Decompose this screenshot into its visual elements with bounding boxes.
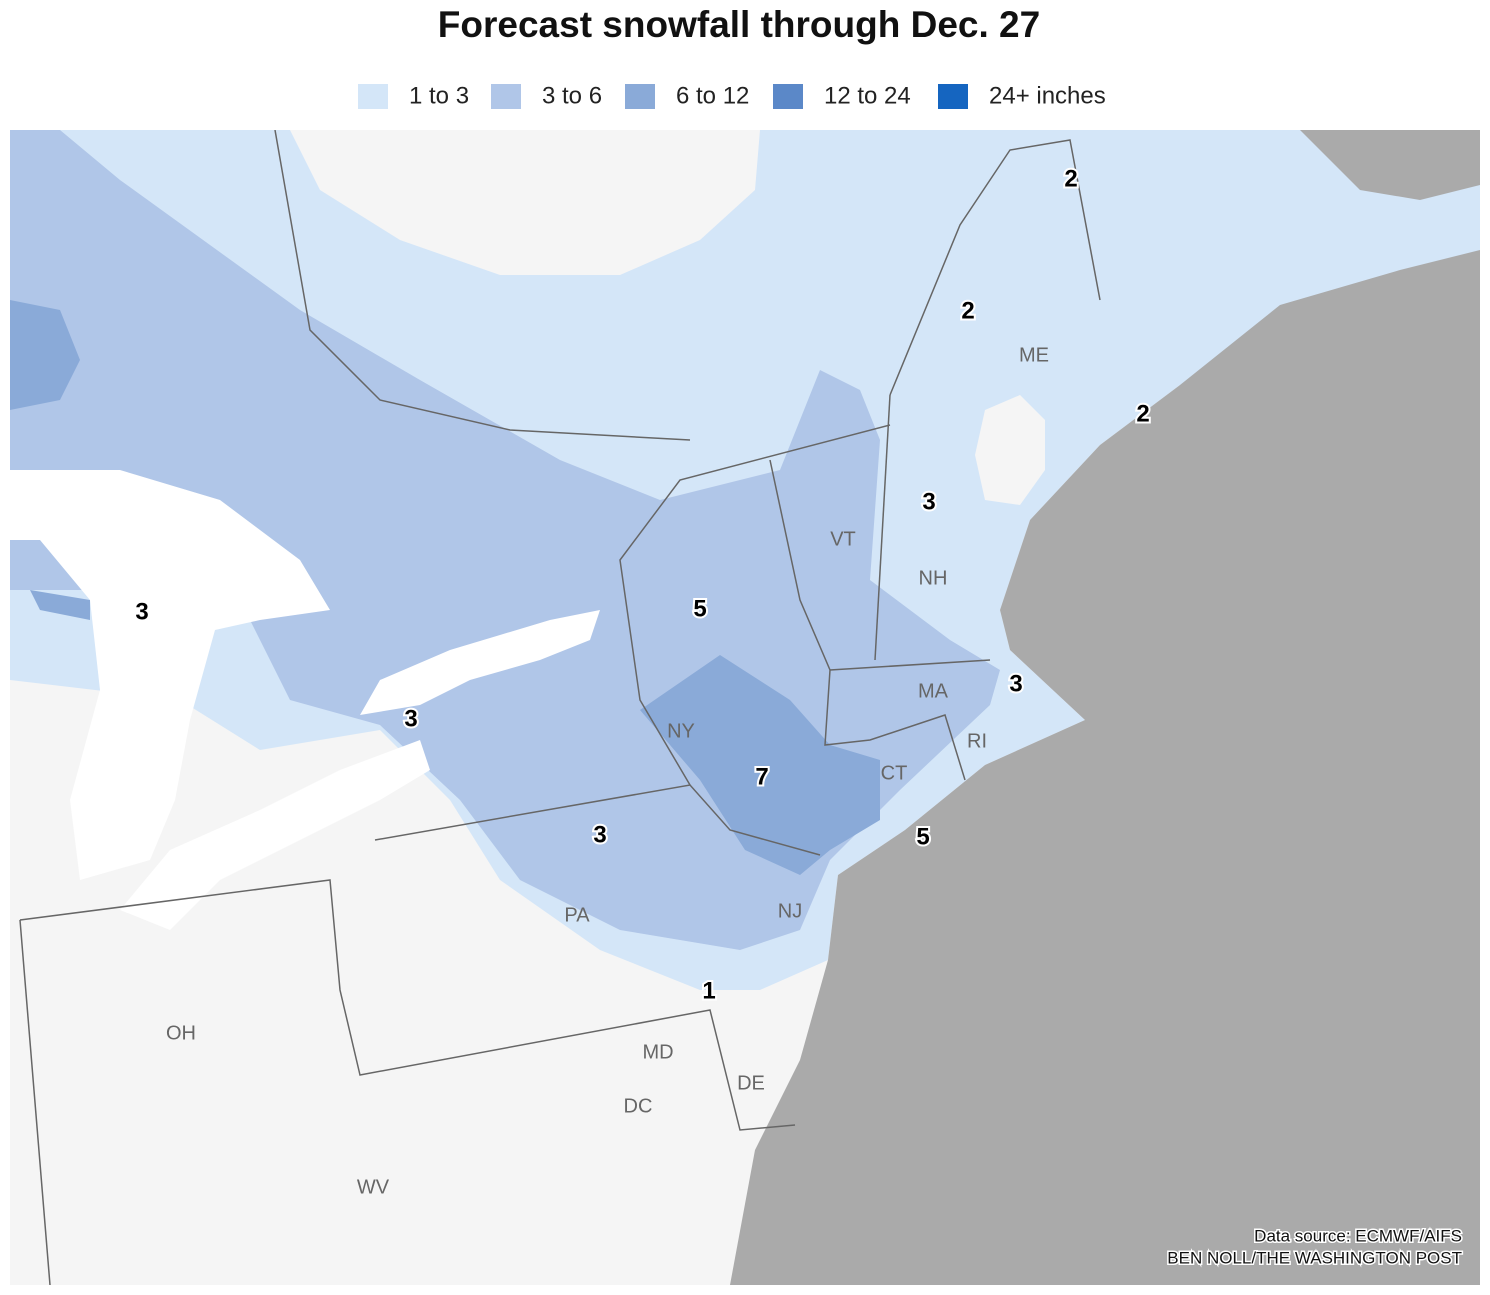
snowfall-label: 1	[702, 977, 715, 1004]
state-label: ME	[1019, 344, 1049, 366]
state-border	[769, 459, 966, 781]
legend-swatch	[625, 84, 655, 109]
state-label: NY	[667, 720, 695, 742]
state-label: MD	[642, 1041, 673, 1063]
state-border	[19, 879, 796, 1131]
state-label: OH	[166, 1022, 196, 1044]
state-label: DC	[624, 1095, 653, 1117]
legend-label: 12 to 24	[824, 82, 911, 109]
snow-area	[640, 655, 880, 875]
snowfall-label: 5	[916, 823, 929, 850]
snowfall-label: 3	[135, 598, 148, 625]
state-border	[274, 130, 691, 441]
credit: BEN NOLL/THE WASHINGTON POST	[1167, 1248, 1462, 1267]
snowfall-label: 3	[404, 705, 417, 732]
state-border	[374, 784, 821, 856]
snow-area	[10, 300, 80, 410]
legend: 1 to 3 3 to 6 6 to 12 12 to 24 24+ inches	[358, 82, 1106, 109]
state-label: DE	[737, 1072, 765, 1094]
state-label: NJ	[778, 900, 802, 922]
state-label: CT	[881, 762, 908, 784]
legend-swatch	[358, 84, 388, 109]
state-label: NH	[919, 567, 948, 589]
lake	[360, 610, 600, 715]
snowfall-label: 2	[1064, 165, 1077, 192]
snowfall-label: 3	[1009, 670, 1022, 697]
state-label: RI	[967, 730, 987, 752]
snowfall-label: 3	[922, 488, 935, 515]
no-snow-area	[290, 130, 760, 275]
source: Data source: ECMWF/AIFS	[1254, 1226, 1462, 1245]
snowfall-label: 3	[593, 821, 606, 848]
legend-swatch	[491, 84, 521, 109]
state-border	[619, 424, 891, 786]
lake	[120, 740, 430, 930]
legend-label: 6 to 12	[676, 82, 749, 109]
map: ME NH VT MA RI CT NY NJ PA OH MD DE DC WV 2 2 2 3 3 5 3 3 7 3 5 1	[10, 130, 1480, 1285]
snowfall-label: 7	[755, 763, 768, 790]
state-border	[19, 919, 51, 1285]
state-label: WV	[357, 1176, 390, 1198]
lake	[10, 470, 330, 880]
labels: ME NH VT MA RI CT NY NJ PA OH MD DE DC WV 2 2 2 3 3 5 3 3 7 3 5 1	[133, 163, 1151, 1198]
legend-label: 1 to 3	[409, 82, 469, 109]
state-border	[889, 139, 1101, 396]
snowfall-label: 5	[693, 595, 706, 622]
snow-area	[30, 590, 90, 620]
snowfall-label: 2	[961, 297, 974, 324]
state-label: VT	[830, 528, 856, 550]
snowfall-label: 2	[1136, 400, 1149, 427]
legend-swatch	[773, 84, 803, 109]
state-border	[829, 659, 991, 671]
no-snow-area	[975, 395, 1045, 505]
bay	[1300, 130, 1480, 200]
state-border	[874, 394, 891, 661]
legend-swatch	[938, 84, 968, 109]
ocean	[730, 250, 1480, 1285]
state-label: PA	[564, 904, 590, 926]
legend-label: 3 to 6	[542, 82, 602, 109]
legend-label: 24+ inches	[989, 82, 1106, 109]
title: Forecast snowfall through Dec. 27	[438, 4, 1040, 45]
state-label: MA	[918, 680, 949, 702]
